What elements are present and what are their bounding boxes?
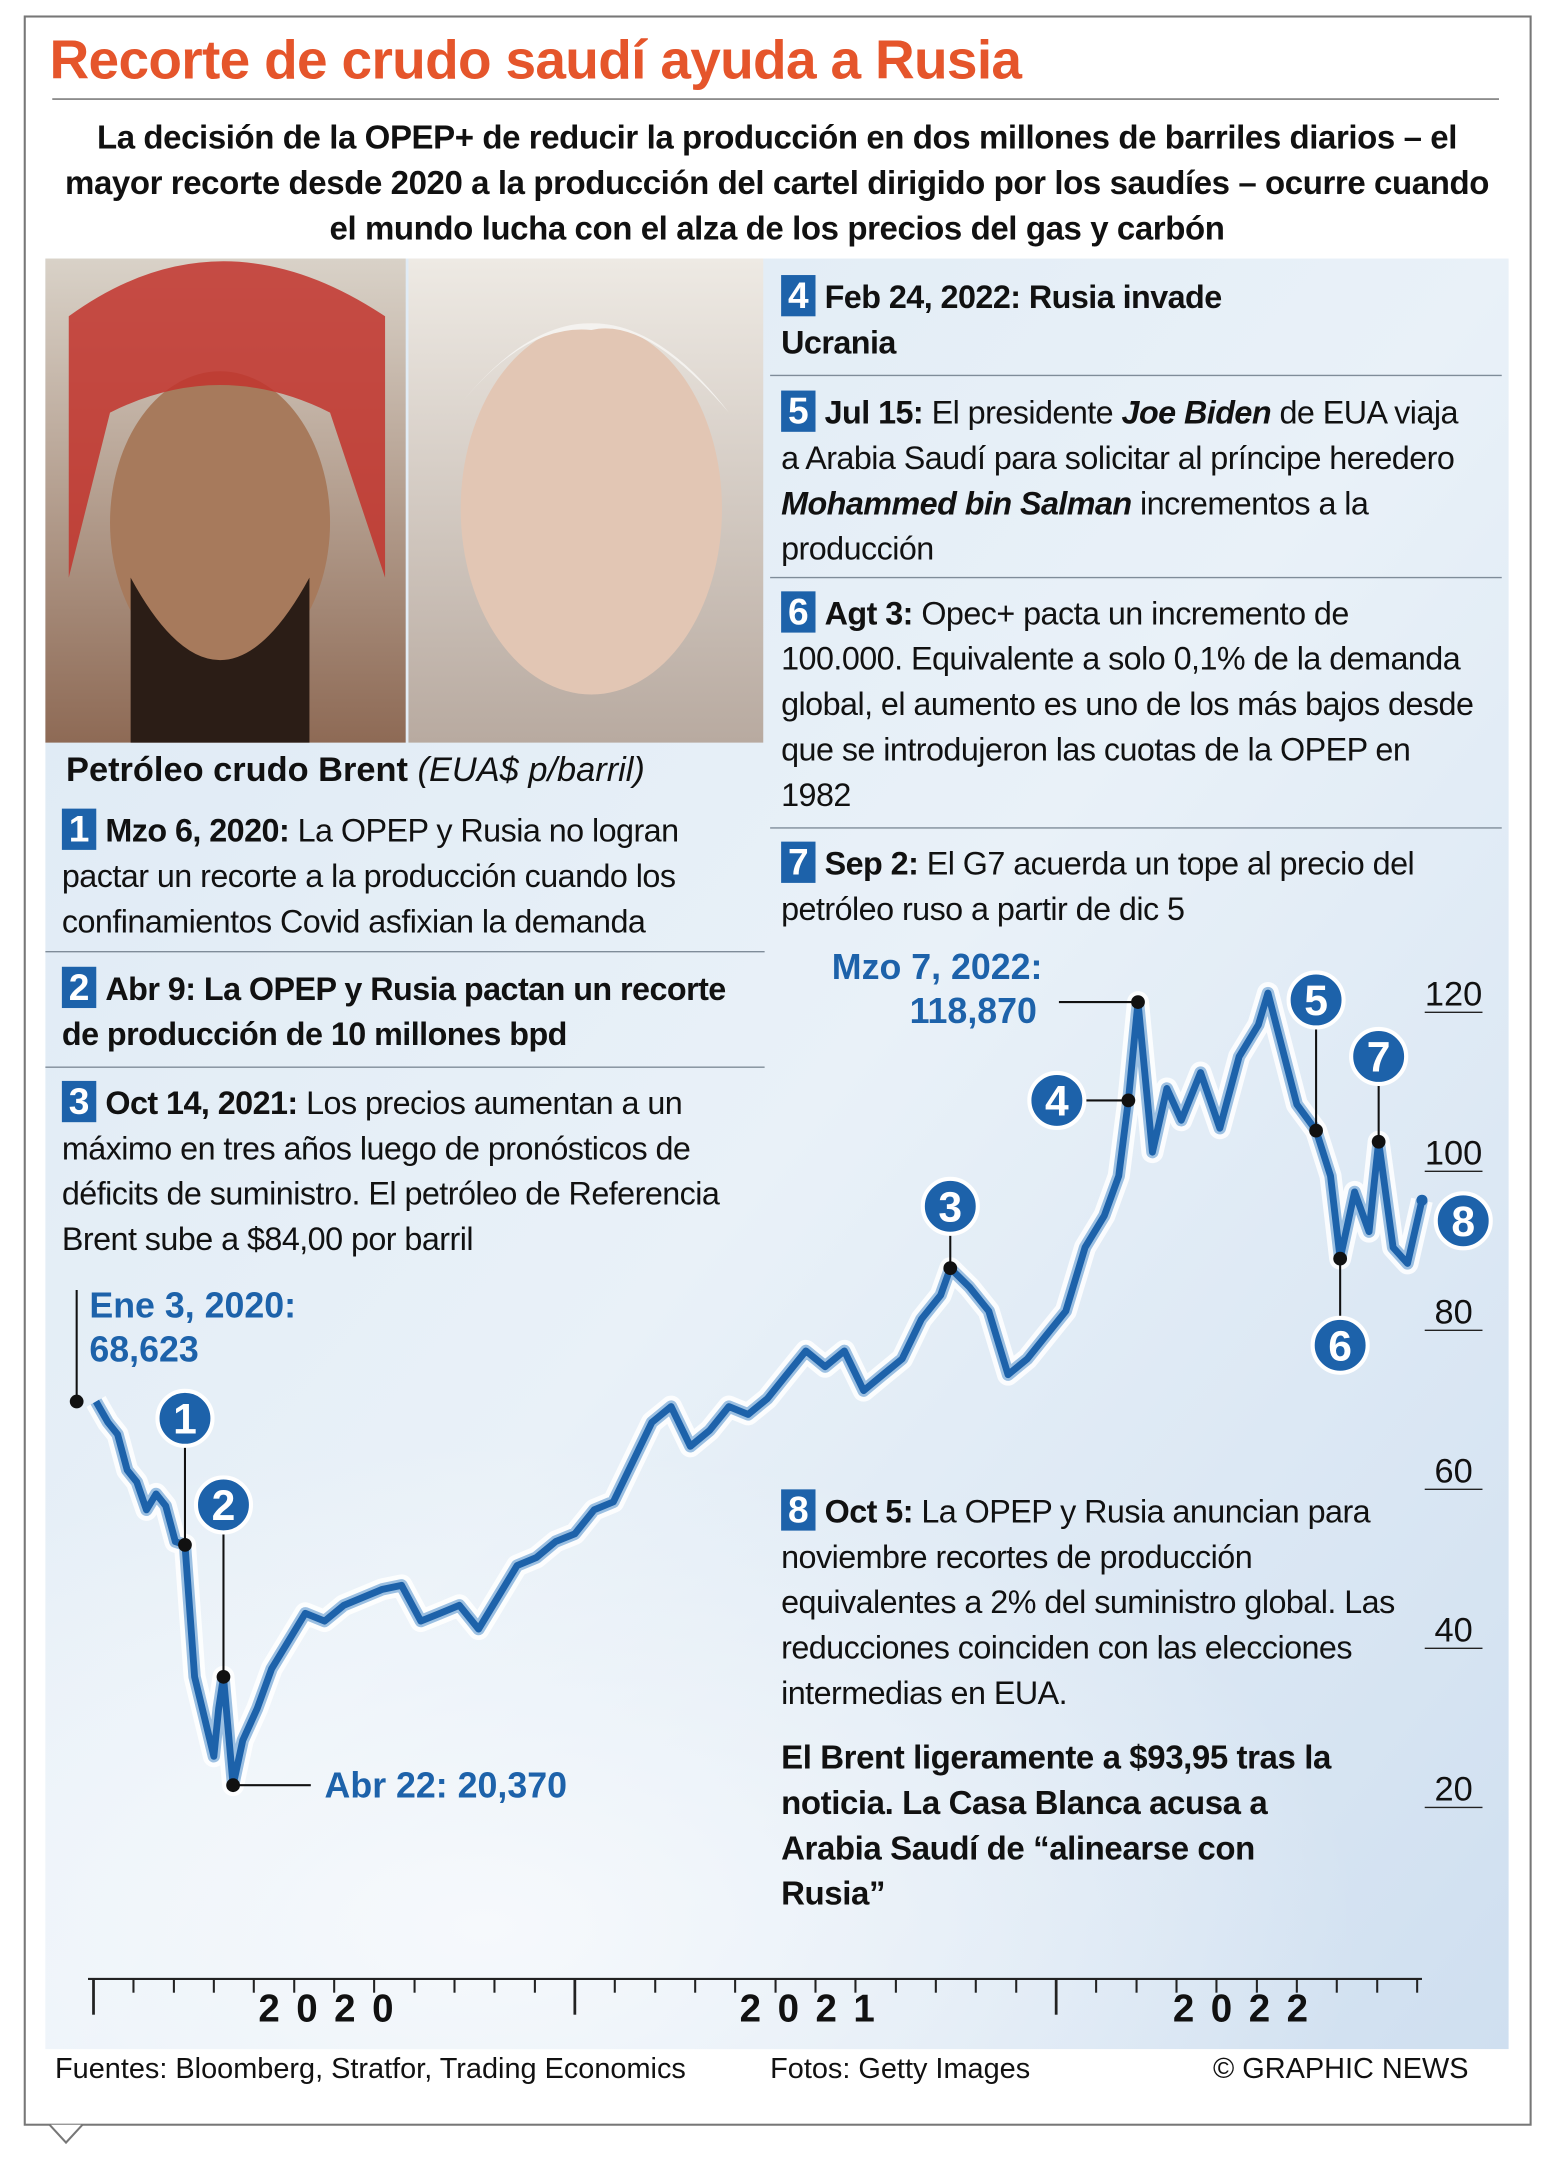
event-badge-number: 1 [173, 1395, 197, 1443]
event-badge [1310, 1315, 1370, 1375]
event-badge [1349, 1026, 1409, 1087]
callout-dot [69, 1394, 84, 1409]
event-badge [155, 1388, 215, 1448]
credit: © GRAPHIC NEWS [1212, 2053, 1469, 2085]
callout-label: Ene 3, 2020: [89, 1285, 296, 1325]
event-badge-number: 7 [1367, 1034, 1391, 1082]
event: 8 Oct 5: La OPEP y Rusia anuncian para no… [781, 1489, 1400, 1716]
event: 1 Mzo 6, 2020: La OPEP y Rusia no logran … [61, 808, 766, 945]
unit: (EUA$ p/barril) [417, 750, 645, 790]
event-number: 7 [781, 841, 815, 883]
subtitle: La decisión de la OPEP+ de reducir la pr… [65, 119, 1489, 248]
callout-label: Abr 22: [325, 1766, 448, 1806]
event-name: Mohammed bin Salman [781, 485, 1132, 522]
series-title: Petróleo crudo Brent [66, 750, 408, 790]
event-date: Oct 5: [824, 1493, 914, 1530]
event-date: Sep 2: [824, 845, 919, 882]
photo-right-face [460, 323, 722, 695]
event-badge-number: 5 [1304, 977, 1328, 1025]
event-badge-number: 3 [938, 1183, 962, 1231]
series-heading: Petróleo crudo Brent (EUA$ p/barril) [66, 751, 645, 791]
event-dot [178, 1537, 192, 1552]
event-dot [216, 1669, 231, 1684]
event-dot [943, 1261, 958, 1276]
x-tick-label: 2021 [740, 1988, 892, 2031]
event-badge-number: 8 [1451, 1198, 1475, 1246]
event: 3 Oct 14, 2021: Los precios aumentan a un… [61, 1080, 766, 1263]
y-tick-label: 80 [1434, 1293, 1472, 1331]
x-tick-label: 2022 [1173, 1988, 1325, 2031]
event-date: Abr 9: La OPEP y Rusia pactan un recorte… [61, 970, 726, 1053]
event-dot [1416, 1194, 1428, 1206]
event-text: La OPEP y Rusia no logran pactar un reco… [61, 812, 679, 940]
event-text: incrementos a la producción [781, 485, 1369, 567]
callout-text: Abr 22: 20,370 [325, 1766, 567, 1806]
y-tick-label: 60 [1434, 1452, 1472, 1490]
event: 6 Agt 3: Opec+ pacta un incremento de 100… [781, 591, 1475, 818]
note: El Brent ligeramente a $93,95 tras la no… [781, 1739, 1331, 1913]
event-date: Agt 3: [824, 595, 914, 632]
event-number: 3 [61, 1080, 96, 1123]
event: 7 Sep 2: El G7 acuerda un tope al precio … [781, 841, 1475, 933]
event: 4 Feb 24, 2022: Rusia invade Ucrania [781, 275, 1304, 366]
event-text: Los precios aumentan a un máximo en tres… [61, 1085, 720, 1257]
event-dot [1121, 1093, 1136, 1108]
callout-dot [1131, 995, 1145, 1009]
callout-value: 20,370 [458, 1766, 567, 1806]
callout-value: 68,623 [89, 1329, 198, 1369]
event-text: La OPEP y Rusia anuncian para noviembre … [781, 1493, 1395, 1711]
sources: Fuentes: Bloomberg, Stratfor, Trading Ec… [55, 2053, 686, 2085]
event-number: 1 [61, 808, 96, 850]
photo-left-beard [130, 577, 310, 743]
event: 2 Abr 9: La OPEP y Rusia pactan un recort… [61, 966, 766, 1058]
photo-left-headdress [68, 261, 386, 578]
y-tick-label: 120 [1425, 975, 1482, 1013]
event-number: 4 [781, 275, 815, 317]
title: Recorte de crudo saudí ayuda a Rusia [49, 30, 1023, 91]
frame-pointer [48, 2124, 84, 2145]
event-date: Jul 15: [824, 394, 924, 431]
event-number: 5 [781, 390, 815, 432]
y-tick-label: 20 [1434, 1771, 1472, 1809]
event-dot [1333, 1251, 1348, 1266]
callout-value: 118,870 [910, 991, 1037, 1031]
event-text: El presidente [931, 394, 1122, 431]
callout-label: Mzo 7, 2022: [832, 947, 1043, 987]
event-dot [1309, 1123, 1323, 1138]
event: 5 Jul 15: El presidente Joe Biden de EUA … [781, 390, 1475, 573]
event-number: 2 [61, 966, 96, 1009]
event-badge [193, 1475, 254, 1535]
event-number: 8 [781, 1489, 815, 1531]
event-date: Mzo 6, 2020: [105, 812, 290, 849]
event-text: de EUA viaja a Arabia Saudí para solicit… [781, 394, 1458, 476]
event-badge-number: 2 [212, 1482, 236, 1530]
photo-right-hair [453, 323, 729, 413]
event-badge [1433, 1191, 1493, 1251]
event-badge [1286, 970, 1346, 1030]
event-date: Feb 24, 2022: Rusia invade Ucrania [781, 279, 1222, 361]
photo-left-face [110, 371, 331, 674]
event-text: El G7 acuerda un tope al precio del petr… [781, 845, 1415, 927]
event-name: Joe Biden [1121, 394, 1272, 431]
callout-dot [226, 1778, 240, 1793]
event-text: Opec+ pacta un incremento de 100.000. Eq… [781, 595, 1474, 813]
event-dot [1371, 1134, 1386, 1149]
y-tick-label: 100 [1425, 1134, 1482, 1172]
y-tick-label: 40 [1434, 1611, 1472, 1649]
x-tick-label: 2020 [258, 1988, 410, 2031]
event-badge [1027, 1070, 1087, 1130]
event-badge-number: 4 [1045, 1078, 1069, 1126]
event-badge [920, 1176, 980, 1236]
event-date: Oct 14, 2021: [105, 1085, 298, 1121]
photo-credit: Fotos: Getty Images [770, 2053, 1031, 2085]
event-number: 6 [781, 591, 815, 633]
event-badge-number: 6 [1328, 1322, 1352, 1370]
